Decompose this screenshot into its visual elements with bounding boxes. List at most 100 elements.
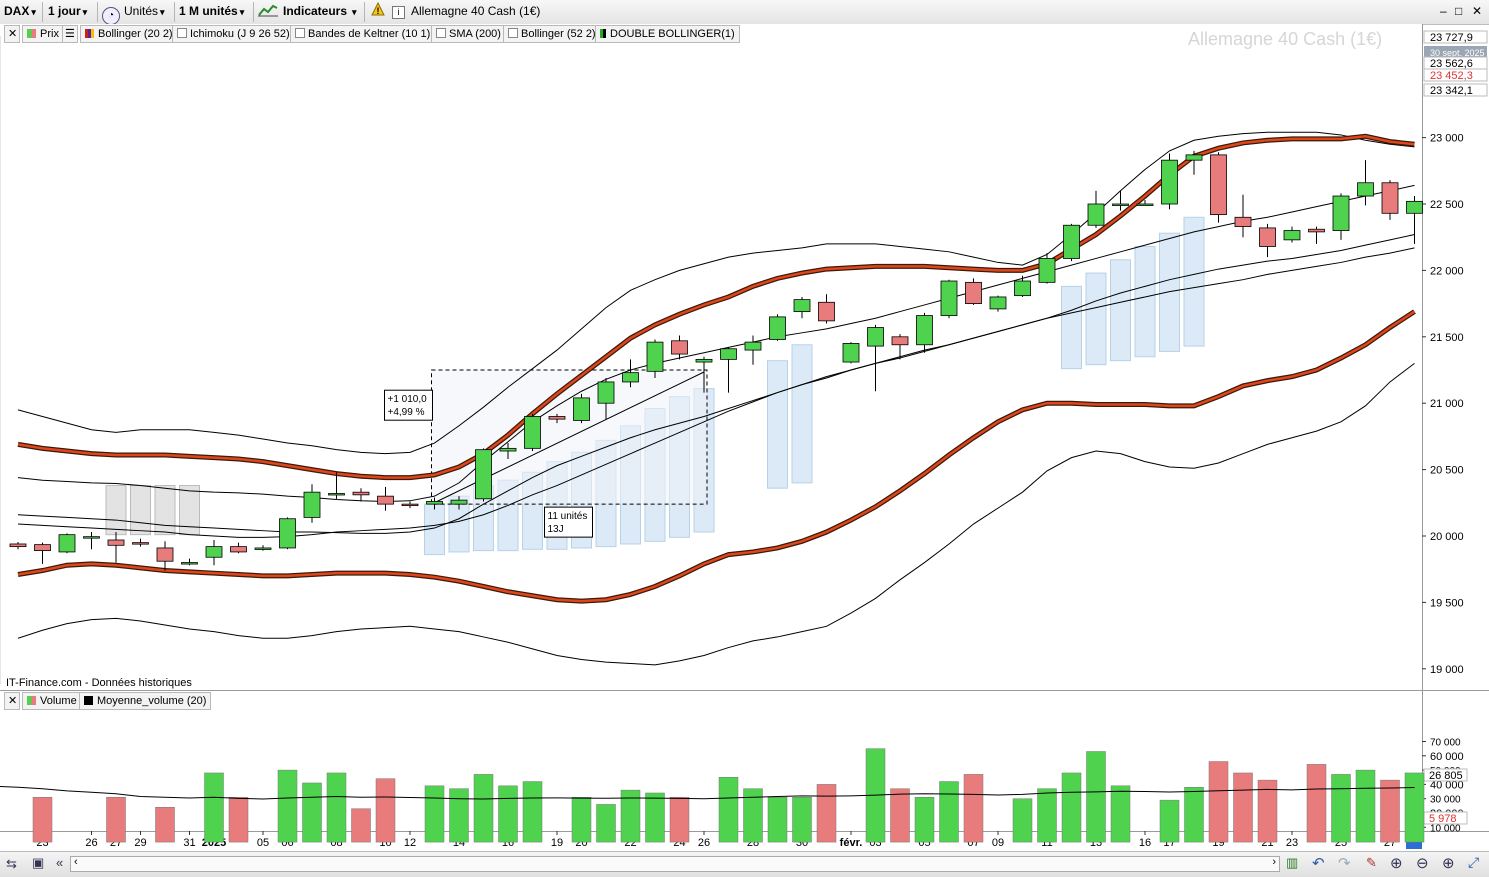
time-tick-label: 19 xyxy=(551,837,563,849)
candle-body xyxy=(597,381,615,404)
legend-bollinger-52[interactable]: Bollinger (52 2) xyxy=(503,25,601,43)
close-icon[interactable]: ✕ xyxy=(1472,4,1483,18)
volume-bar xyxy=(939,781,959,843)
volume-bar xyxy=(743,788,763,843)
time-tick-label: 11 xyxy=(1041,837,1052,849)
price-tick-label: 20 000 xyxy=(1430,531,1464,543)
maximize-icon[interactable]: □ xyxy=(1455,4,1463,18)
price-tag-box xyxy=(1423,83,1488,97)
price-tick-label: 20 500 xyxy=(1430,465,1464,477)
zoom-out-icon[interactable]: ⊖ xyxy=(1416,855,1429,872)
time-tick-label: 26 xyxy=(85,837,97,849)
measure-duration-box xyxy=(544,506,593,538)
close-panel-icon[interactable]: ✕ xyxy=(4,25,20,43)
volume-bar xyxy=(204,772,224,843)
scroll-right-icon[interactable]: › xyxy=(1272,856,1276,868)
legend-double-bollinger[interactable]: DOUBLE BOLLINGER(1) xyxy=(595,25,740,43)
warning-icon[interactable]: ! xyxy=(371,1,385,21)
volume-bar xyxy=(473,774,494,843)
period-select[interactable]: 1 jour ▾ xyxy=(48,4,88,18)
volume-bar xyxy=(32,797,53,843)
close-volume-panel-icon[interactable]: ✕ xyxy=(4,692,20,710)
bollinger-middle-line xyxy=(17,234,1415,538)
price-tag-box xyxy=(1423,30,1488,44)
candle-body xyxy=(1210,154,1227,216)
checkbox-icon[interactable] xyxy=(436,28,446,38)
volume-bar xyxy=(1037,788,1057,843)
fit-icon[interactable]: ⤢ xyxy=(1468,854,1480,870)
volume-bar xyxy=(963,774,984,843)
undo-icon[interactable]: ↶ xyxy=(1312,855,1325,872)
price-swatch-icon xyxy=(27,29,36,38)
candle-body xyxy=(842,343,860,363)
volume-tick-label: 60 000 xyxy=(1430,751,1464,763)
chevron-down-icon: ▾ xyxy=(160,7,165,17)
info-icon[interactable]: i xyxy=(392,2,405,21)
price-tag-box xyxy=(1424,46,1487,58)
legend-volume[interactable]: Volume xyxy=(22,692,82,710)
candle-body xyxy=(769,316,786,340)
price-tag-label: 23 562,6 xyxy=(1430,58,1473,70)
checkbox-icon[interactable] xyxy=(295,28,305,38)
scroll-left-icon[interactable]: ‹ xyxy=(74,856,78,868)
units-button[interactable]: ◔ Unités ▾ xyxy=(102,2,165,25)
candle-body xyxy=(352,491,370,496)
candle-body xyxy=(573,397,590,421)
time-tick-label: 29 xyxy=(134,837,146,849)
volume-bar xyxy=(1159,799,1180,843)
price-tick-label: 22 500 xyxy=(1430,199,1464,211)
price-tag-label: 23 727,9 xyxy=(1430,32,1473,44)
volume-bar xyxy=(914,797,935,843)
candle-body xyxy=(1185,154,1203,161)
projection-bar xyxy=(791,344,813,484)
instrument-select[interactable]: DAX ▾ xyxy=(4,4,36,18)
legend-price[interactable]: Prix xyxy=(22,25,64,43)
candle-body xyxy=(1308,228,1325,233)
price-tick-label: 19 000 xyxy=(1430,664,1464,676)
scroll-start-icon[interactable]: « xyxy=(56,855,64,870)
units-select[interactable]: 1 M unités ▾ xyxy=(179,4,245,18)
share-icon[interactable]: ⇆ xyxy=(6,856,17,871)
candle-body xyxy=(646,341,664,372)
indicators-dropdown[interactable]: ▾ xyxy=(350,2,357,21)
bottom-toolbar: ⇆ ▣ « ‹ › ▥ ↶ ↷ ✎ ⊕ ⊖ ⊕ ⤢ xyxy=(0,851,1489,877)
legend-bollinger[interactable]: Bollinger (20 2) xyxy=(80,25,178,43)
checkbox-icon[interactable] xyxy=(508,28,518,38)
candle-body xyxy=(279,518,296,549)
volume-bar xyxy=(669,797,690,843)
indicators-button[interactable]: Indicateurs xyxy=(258,2,347,21)
average-swatch-icon xyxy=(84,696,93,705)
chevron-down-icon: ▾ xyxy=(31,7,36,17)
drawing-tools-icon[interactable]: ✎ xyxy=(1366,855,1377,870)
candle-body xyxy=(548,416,566,420)
candle-body xyxy=(377,495,394,505)
checkbox-icon[interactable] xyxy=(177,28,187,38)
inner-upper-line xyxy=(17,184,1415,502)
volume-bar xyxy=(522,781,543,843)
horizontal-scrollbar[interactable]: ‹ › xyxy=(70,856,1280,872)
zoom-in-icon[interactable]: ⊕ xyxy=(1442,855,1455,872)
legend-ichimoku[interactable]: Ichimoku (J 9 26 52) xyxy=(172,25,295,43)
candle-body xyxy=(695,358,713,363)
chart-watermark: Allemagne 40 Cash (1€) xyxy=(1188,29,1383,49)
volume-tag: 5 978 xyxy=(1423,811,1468,825)
legend-keltner[interactable]: Bandes de Keltner (10 1) xyxy=(290,25,436,43)
volume-bar xyxy=(155,807,175,843)
chart-settings-icon[interactable]: ▥ xyxy=(1286,855,1299,870)
bollinger-lower-band xyxy=(17,362,1415,666)
redo-icon[interactable]: ↷ xyxy=(1338,855,1351,872)
minimize-icon[interactable]: – xyxy=(1440,4,1447,18)
zoom-auto-icon[interactable]: ⊕ xyxy=(1390,855,1403,872)
window-icon[interactable]: ▣ xyxy=(32,855,45,870)
chart-canvas[interactable]: 19 000 19 500 20 000 20 500 21 000 21 500 22 0… xyxy=(0,24,1489,851)
measure-duration-label: 11 unités 13J xyxy=(544,506,593,538)
legend-volume-average[interactable]: Moyenne_volume (20) xyxy=(79,692,212,710)
legend-sma[interactable]: SMA (200) xyxy=(431,25,506,43)
candle-body xyxy=(744,341,762,351)
candle-body xyxy=(1381,182,1399,214)
volume-bar xyxy=(792,797,812,843)
list-icon[interactable]: ☰ xyxy=(62,25,78,43)
price-tick-label: 22 000 xyxy=(1430,265,1464,277)
volume-bar xyxy=(228,797,249,843)
volume-bar xyxy=(326,772,347,843)
